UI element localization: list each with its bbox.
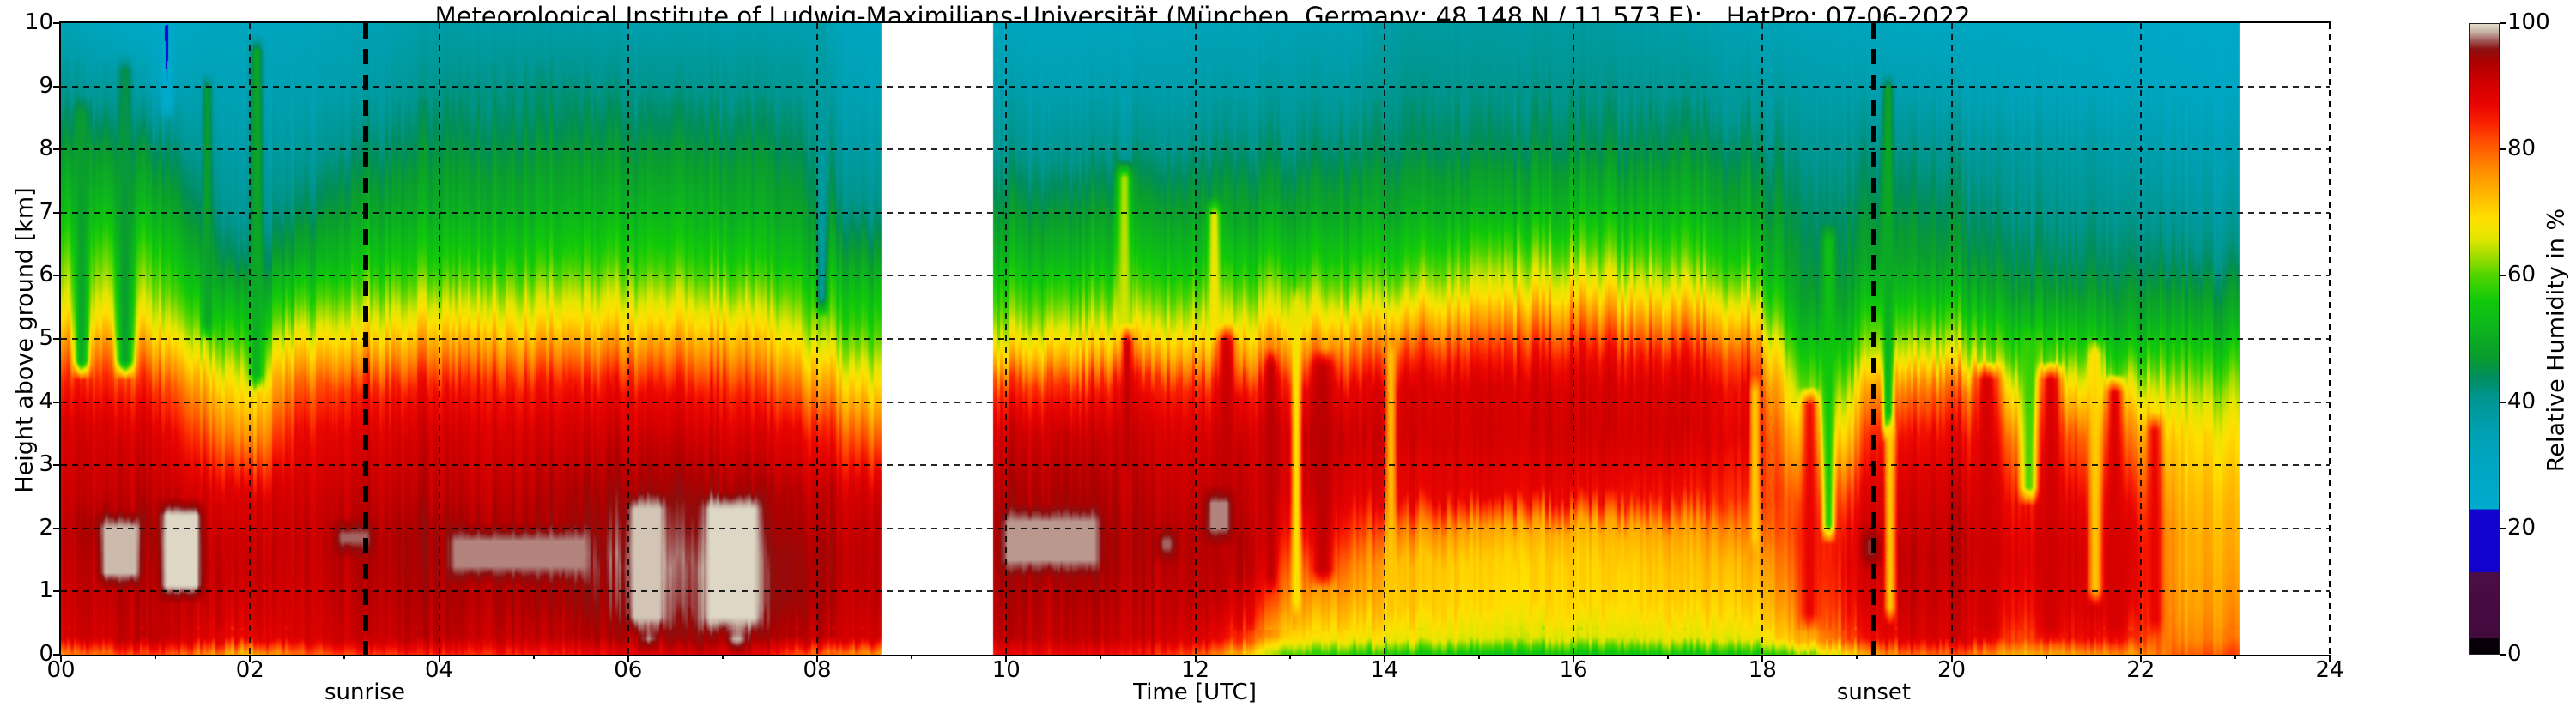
- gridline-v-02h: [249, 23, 252, 655]
- gridline-v-04h: [438, 23, 440, 655]
- y-tick-label-10km: 10: [24, 9, 53, 35]
- y-tick-1km: [53, 590, 61, 593]
- gridline-v-14h: [1383, 23, 1385, 655]
- y-tick-3km: [53, 464, 61, 467]
- x-minor-tick-1: [155, 655, 157, 659]
- x-tick-label-10: 10: [991, 657, 1021, 683]
- colorbar-tick-label-100: 100: [2507, 9, 2550, 35]
- x-minor-tick-9: [911, 655, 913, 659]
- x-tick-label-12: 12: [1180, 657, 1210, 683]
- x-axis-label: Time [UTC]: [1133, 680, 1257, 705]
- x-tick-label-24: 24: [2315, 657, 2344, 683]
- gridline-v-22h: [2139, 23, 2142, 655]
- gridline-v-12h: [1194, 23, 1197, 655]
- colorbar-tick-0: [2500, 654, 2506, 656]
- colorbar-tick-label-60: 60: [2507, 262, 2537, 288]
- gridline-v-06h: [627, 23, 629, 655]
- colorbar-tick-60: [2500, 275, 2506, 277]
- y-tick-label-6km: 6: [39, 262, 53, 288]
- x-minor-tick-21: [2045, 655, 2047, 659]
- top-spine: [59, 21, 2331, 23]
- x-tick-24: [2329, 655, 2331, 662]
- x-minor-tick-11: [1100, 655, 1102, 659]
- x-tick-label-22: 22: [2126, 657, 2155, 683]
- x-tick-label-16: 16: [1559, 657, 1588, 683]
- colorbar-tick-40: [2500, 401, 2506, 403]
- x-tick-label-00: 00: [46, 657, 76, 683]
- y-tick-4km: [53, 401, 61, 403]
- y-tick-label-2km: 2: [39, 514, 53, 541]
- gridline-v-08h: [816, 23, 818, 655]
- y-tick-label-4km: 4: [39, 388, 53, 414]
- y-tick-label-7km: 7: [39, 198, 53, 225]
- y-tick-label-0km: 0: [39, 641, 53, 667]
- y-tick-8km: [53, 148, 61, 151]
- x-tick-label-18: 18: [1748, 657, 1777, 683]
- colorbar-tick-label-20: 20: [2507, 514, 2537, 541]
- x-tick-04: [438, 655, 440, 662]
- x-minor-tick-5: [532, 655, 535, 659]
- y-tick-5km: [53, 338, 61, 340]
- x-tick-label-04: 04: [424, 657, 454, 683]
- colorbar-tick-100: [2500, 22, 2506, 24]
- x-minor-tick-3: [343, 655, 346, 659]
- x-tick-06: [627, 655, 629, 662]
- right-spine: [2329, 23, 2331, 655]
- y-tick-7km: [53, 211, 61, 214]
- plot-area: [59, 21, 2331, 656]
- colorbar: [2469, 23, 2500, 655]
- x-tick-12: [1194, 655, 1197, 662]
- x-tick-18: [1761, 655, 1764, 662]
- colorbar-tick-label-80: 80: [2507, 136, 2537, 162]
- x-minor-tick-19: [1856, 655, 1858, 659]
- y-tick-10km: [53, 22, 61, 24]
- gridline-v-10h: [1005, 23, 1008, 655]
- x-tick-02: [249, 655, 252, 662]
- x-tick-label-08: 08: [803, 657, 832, 683]
- x-tick-label-20: 20: [1937, 657, 1967, 683]
- colorbar-label: Relative Humidity in %: [2543, 208, 2570, 473]
- y-tick-9km: [53, 85, 61, 88]
- colorbar-tick-20: [2500, 527, 2506, 529]
- x-tick-00: [60, 655, 62, 662]
- x-minor-tick-7: [721, 655, 724, 659]
- sunset-annotation: sunset: [1836, 680, 1912, 705]
- x-tick-22: [2139, 655, 2142, 662]
- x-minor-tick-15: [1477, 655, 1480, 659]
- y-tick-label-5km: 5: [39, 325, 53, 351]
- gridline-v-16h: [1573, 23, 1574, 655]
- sunrise-line: [362, 23, 368, 655]
- sunrise-annotation: sunrise: [324, 680, 405, 705]
- y-tick-2km: [53, 527, 61, 529]
- x-tick-20: [1950, 655, 1953, 662]
- gridline-v-18h: [1761, 23, 1764, 655]
- y-tick-label-1km: 1: [39, 577, 53, 604]
- colorbar-tick-80: [2500, 148, 2506, 151]
- x-minor-tick-17: [1667, 655, 1670, 659]
- colorbar-tick-label-40: 40: [2507, 388, 2537, 414]
- x-minor-tick-13: [1288, 655, 1291, 659]
- sunset-line: [1871, 23, 1877, 655]
- y-tick-label-3km: 3: [39, 451, 53, 478]
- x-tick-10: [1005, 655, 1008, 662]
- gridline-v-20h: [1950, 23, 1953, 655]
- x-tick-08: [816, 655, 818, 662]
- y-tick-0km: [53, 654, 61, 656]
- colorbar-tick-label-0: 0: [2507, 641, 2522, 667]
- x-tick-label-02: 02: [235, 657, 264, 683]
- y-tick-label-9km: 9: [39, 72, 53, 99]
- x-tick-label-14: 14: [1370, 657, 1399, 683]
- x-minor-tick-23: [2234, 655, 2236, 659]
- y-tick-label-8km: 8: [39, 136, 53, 162]
- x-tick-label-06: 06: [614, 657, 643, 683]
- x-tick-16: [1573, 655, 1574, 662]
- x-tick-14: [1383, 655, 1385, 662]
- y-tick-6km: [53, 275, 61, 277]
